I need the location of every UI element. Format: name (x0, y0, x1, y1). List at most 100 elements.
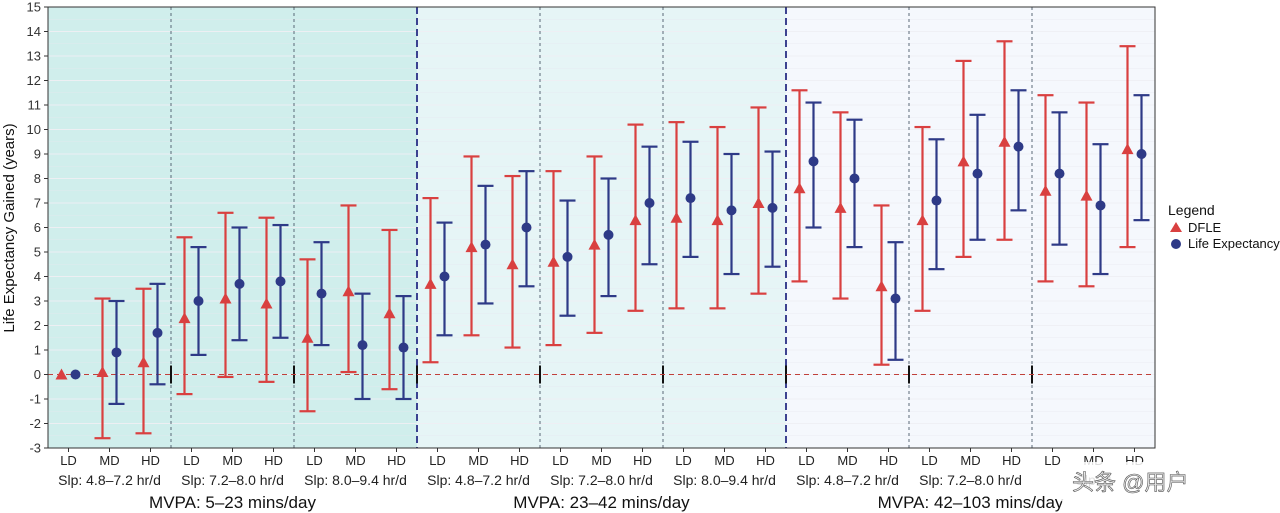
dfle-marker (1080, 189, 1093, 201)
sleep-group-label: Slp: 4.8–7.2 hr/d (58, 472, 161, 488)
dfle-point-27 (1119, 45, 1136, 249)
dfle-point-23 (955, 59, 972, 258)
y-tick-label: 1 (34, 343, 41, 358)
dfle-marker (96, 366, 109, 378)
legend: Legend DFLE Life Expectancy (1168, 202, 1280, 251)
dfle-marker (834, 201, 847, 213)
life-expectancy-point-27 (1133, 94, 1150, 222)
legend-life-expectancy-label: Life Expectancy (1188, 236, 1280, 251)
y-tick-label: 2 (34, 318, 41, 333)
dfle-marker (178, 312, 191, 324)
dfle-marker (793, 182, 806, 194)
life-expectancy-marker (193, 296, 204, 306)
dfle-marker (588, 238, 601, 250)
y-tick-label: -3 (29, 441, 41, 456)
y-tick-label: 15 (27, 0, 41, 15)
dfle-marker (957, 155, 970, 167)
category-label: LD (429, 453, 446, 468)
y-axis-label: Life Expectancy Gained (years) (1, 123, 18, 332)
dfle-point-13 (545, 170, 562, 347)
category-label: HD (141, 453, 160, 468)
life-expectancy-marker (1054, 168, 1065, 179)
category-label: MD (222, 453, 242, 468)
life-expectancy-marker (1013, 141, 1024, 152)
category-label: MD (99, 453, 119, 468)
life-expectancy-marker (398, 342, 409, 353)
life-expectancy-point-2 (108, 299, 125, 405)
category-label: MD (837, 453, 857, 468)
life-expectancy-marker (316, 288, 327, 299)
dfle-marker (629, 214, 642, 226)
category-label: HD (264, 453, 283, 468)
dfle-point-22 (914, 125, 931, 312)
life-expectancy-point-18 (764, 150, 781, 268)
life-expectancy-point-19 (805, 101, 822, 229)
y-tick-label: 0 (34, 367, 41, 382)
category-label: LD (306, 453, 323, 468)
life-expectancy-point-12 (518, 170, 535, 288)
category-label: HD (756, 453, 775, 468)
life-expectancy-point-26 (1092, 143, 1109, 276)
dfle-marker (1121, 143, 1134, 155)
life-expectancy-marker (972, 168, 983, 179)
life-expectancy-marker (726, 205, 737, 216)
dfle-point-19 (791, 89, 808, 283)
dfle-marker (752, 197, 765, 208)
category-label: HD (1002, 453, 1021, 468)
category-label: LD (675, 453, 692, 468)
life-expectancy-point-20 (846, 118, 863, 249)
category-label: MD (345, 453, 365, 468)
dfle-marker (219, 292, 232, 304)
sleep-group-label: Slp: 7.2–8.0 hr/d (181, 472, 284, 488)
life-expectancy-point-25 (1051, 111, 1068, 246)
life-expectancy-point-24 (1010, 89, 1027, 212)
mvpa-group-label: MVPA: 23–42 mins/day (513, 493, 690, 512)
dfle-marker (506, 258, 519, 270)
error-bars (55, 40, 1150, 440)
dfle-marker (547, 255, 560, 267)
life-expectancy-point-15 (641, 145, 658, 266)
dfle-point-8 (340, 204, 357, 374)
category-label: HD (879, 453, 898, 468)
life-expectancy-point-22 (928, 138, 945, 271)
life-expectancy-marker (1136, 149, 1147, 159)
y-tick-label: 14 (27, 24, 41, 39)
life-expectancy-marker (275, 276, 286, 287)
dfle-marker (465, 241, 478, 253)
category-labels: LD MD HD LD MD HD LD MD HD LD MD HD LD MD HD LD MD HD LD MD… (58, 453, 1144, 512)
legend-dfle-label: DFLE (1188, 220, 1222, 235)
dfle-marker (998, 135, 1011, 147)
y-tick-label: 6 (34, 220, 41, 235)
dfle-point-12 (504, 174, 521, 349)
legend-title: Legend (1168, 202, 1215, 218)
category-label: LD (798, 453, 815, 468)
legend-life-expectancy-marker (1171, 239, 1181, 249)
mvpa-group-label: MVPA: 42–103 mins/day (878, 493, 1064, 512)
category-label: LD (1044, 453, 1061, 468)
dfle-point-15 (627, 123, 644, 312)
life-expectancy-point-7 (313, 241, 330, 347)
dfle-marker (55, 368, 68, 380)
dfle-point-1 (55, 368, 68, 380)
dfle-marker (670, 211, 683, 223)
dfle-point-18 (750, 106, 767, 295)
category-label: MD (960, 453, 980, 468)
y-tick-label: -2 (29, 416, 41, 431)
dfle-point-25 (1037, 94, 1054, 283)
y-tick-label: 10 (27, 122, 41, 137)
category-label: MD (468, 453, 488, 468)
category-label: HD (633, 453, 652, 468)
y-tick-label: 7 (34, 196, 41, 211)
dfle-point-24 (996, 40, 1013, 241)
life-expectancy-point-10 (436, 221, 453, 337)
y-tick-label: 12 (27, 73, 41, 88)
dfle-point-6 (258, 216, 275, 383)
category-label: HD (387, 453, 406, 468)
life-expectancy-marker (521, 222, 532, 233)
sleep-group-label: Slp: 4.8–7.2 hr/d (427, 472, 530, 488)
dfle-point-10 (422, 197, 439, 364)
life-expectancy-marker (562, 251, 573, 262)
y-tick-label: 8 (34, 171, 41, 186)
life-expectancy-marker (767, 202, 778, 213)
